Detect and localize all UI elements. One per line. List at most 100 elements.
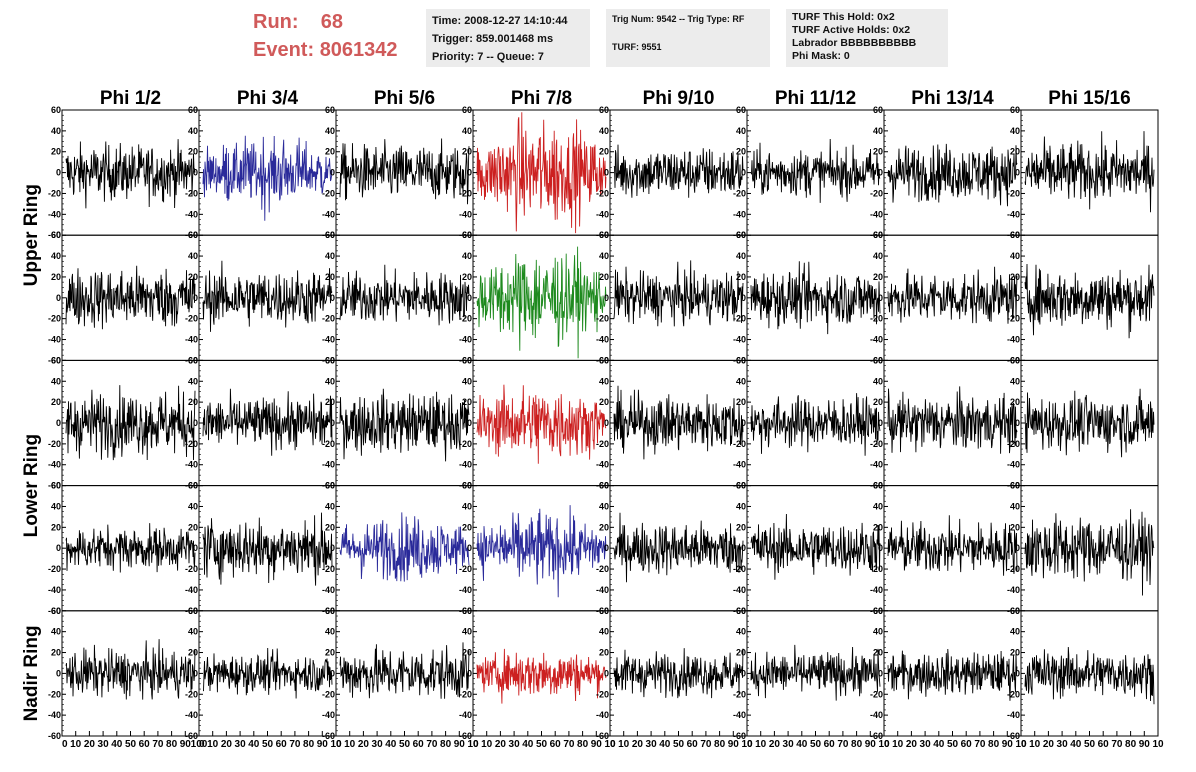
x-tick-label: 20 [495, 739, 507, 750]
x-tick-label: 80 [577, 739, 589, 750]
y-tick-label: -20 [48, 314, 61, 324]
x-tick-label: 100 [191, 739, 208, 750]
y-tick-label: 40 [599, 501, 609, 511]
x-tick-label: 10 [741, 739, 753, 750]
y-tick-label: -20 [870, 564, 883, 574]
y-tick-label: 40 [462, 376, 472, 386]
x-tick-label: 10 [467, 739, 479, 750]
y-tick-label: -40 [185, 585, 198, 595]
x-tick-label: 60 [550, 739, 562, 750]
y-tick-label: -40 [733, 585, 746, 595]
x-tick-label: 10 [344, 739, 356, 750]
y-tick-label: 20 [51, 397, 61, 407]
waveform-trace [887, 386, 1018, 454]
waveform-trace [1024, 646, 1155, 705]
y-tick-label: -20 [185, 689, 198, 699]
y-tick-label: 40 [51, 126, 61, 136]
y-tick-label: 60 [1010, 105, 1020, 115]
y-tick-label: 0 [56, 543, 61, 553]
y-tick-label: 40 [1010, 251, 1020, 261]
phi-mask-text: Phi Mask: 0 [792, 50, 850, 62]
x-tick-label: 0 [473, 739, 479, 750]
x-tick-label: 70 [974, 739, 986, 750]
y-tick-label: -40 [48, 460, 61, 470]
y-tick-label: 0 [56, 418, 61, 428]
y-tick-label: -60 [596, 731, 609, 741]
y-tick-label: 40 [188, 627, 198, 637]
y-tick-label: 40 [736, 251, 746, 261]
x-tick-label: 30 [920, 739, 932, 750]
y-tick-label: 60 [188, 355, 198, 365]
x-tick-label: 80 [440, 739, 452, 750]
x-tick-label: 0 [884, 739, 890, 750]
y-tick-label: 0 [741, 668, 746, 678]
y-tick-label: 40 [873, 251, 883, 261]
y-tick-label: 60 [325, 606, 335, 616]
x-tick-label: 70 [426, 739, 438, 750]
y-tick-label: -20 [870, 314, 883, 324]
waveform-trace [339, 264, 470, 326]
y-tick-label: -20 [185, 439, 198, 449]
x-tick-label: 60 [276, 739, 288, 750]
x-tick-label: 80 [988, 739, 1000, 750]
y-tick-label: -40 [322, 710, 335, 720]
x-tick-label: 10 [755, 739, 767, 750]
y-tick-label: 20 [51, 272, 61, 282]
y-tick-label: -20 [459, 564, 472, 574]
y-tick-label: 60 [462, 355, 472, 365]
waveform-trace [887, 515, 1018, 576]
x-tick-label: 0 [1021, 739, 1027, 750]
y-tick-label: 20 [188, 397, 198, 407]
x-tick-label: 60 [824, 739, 836, 750]
y-tick-label: 40 [599, 376, 609, 386]
y-tick-label: -60 [322, 731, 335, 741]
waveform-trace [887, 648, 1018, 701]
y-tick-label: 20 [188, 147, 198, 157]
x-tick-label: 10 [892, 739, 904, 750]
priority-text: Priority: 7 -- Queue: 7 [432, 51, 544, 63]
y-tick-label: 0 [56, 168, 61, 178]
y-tick-label: -40 [185, 710, 198, 720]
y-tick-label: 20 [736, 272, 746, 282]
y-tick-label: 60 [873, 606, 883, 616]
waveform-trace [339, 642, 470, 699]
y-tick-label: -40 [596, 460, 609, 470]
x-tick-label: 90 [1002, 739, 1014, 750]
y-tick-label: -40 [459, 585, 472, 595]
x-tick-label: 30 [509, 739, 521, 750]
waveform-trace [750, 393, 881, 456]
x-tick-label: 70 [700, 739, 712, 750]
y-tick-label: -20 [870, 689, 883, 699]
y-tick-label: 20 [599, 397, 609, 407]
y-tick-label: 0 [330, 293, 335, 303]
y-tick-label: -40 [596, 209, 609, 219]
y-tick-label: 60 [1010, 355, 1020, 365]
y-tick-label: -40 [1007, 335, 1020, 345]
y-tick-label: -20 [870, 188, 883, 198]
y-tick-label: -20 [870, 439, 883, 449]
y-tick-label: -40 [596, 710, 609, 720]
y-tick-label: 40 [873, 376, 883, 386]
x-tick-label: 30 [783, 739, 795, 750]
y-tick-label: -20 [1007, 439, 1020, 449]
y-tick-label: 20 [188, 522, 198, 532]
y-tick-label: 20 [188, 648, 198, 658]
x-tick-label: 60 [139, 739, 151, 750]
y-tick-label: -20 [733, 564, 746, 574]
waveform-trace [65, 639, 196, 700]
x-tick-label: 40 [385, 739, 397, 750]
y-tick-label: -20 [733, 439, 746, 449]
y-tick-label: -20 [596, 564, 609, 574]
y-tick-label: 60 [873, 481, 883, 491]
y-tick-label: 40 [325, 126, 335, 136]
y-tick-label: 60 [462, 481, 472, 491]
y-tick-label: 0 [330, 543, 335, 553]
waveform-trace [203, 647, 333, 699]
waveform-trace [202, 388, 333, 456]
x-tick-label: 0 [62, 739, 68, 750]
y-tick-label: 40 [736, 376, 746, 386]
y-tick-label: -20 [322, 689, 335, 699]
x-tick-label: 50 [947, 739, 959, 750]
y-tick-label: -20 [459, 188, 472, 198]
y-tick-label: 40 [736, 126, 746, 136]
